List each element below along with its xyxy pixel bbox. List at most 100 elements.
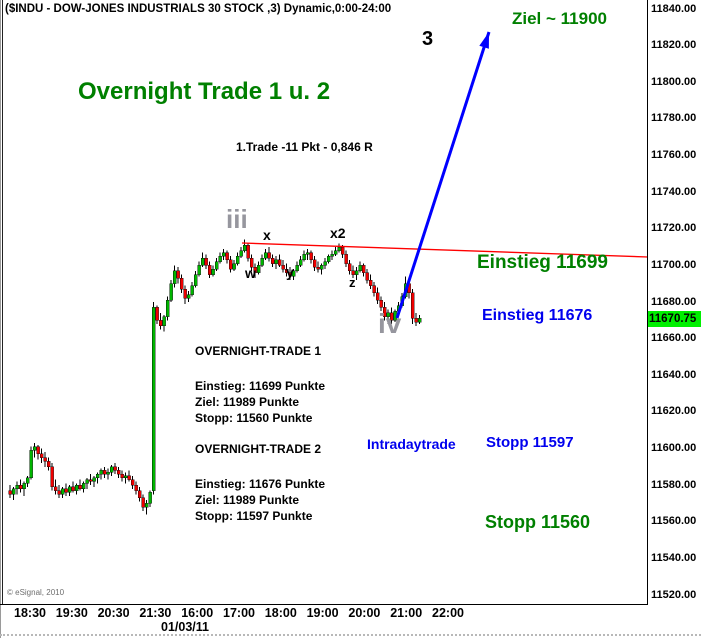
candle [64,483,68,497]
candle [361,263,366,277]
y-axis-tick-label: 11520.00 [651,588,697,601]
candle [200,252,205,268]
candle [92,475,96,487]
y-axis-tick-label: 11540.00 [651,551,697,564]
candle [211,265,215,277]
candle [354,267,359,281]
candle [298,256,303,268]
y-axis-tick-label: 11680.00 [651,295,697,308]
candle [368,274,373,290]
candle [120,470,124,482]
candle [284,263,289,277]
y-axis-line [647,0,648,604]
candle [281,259,285,273]
wave-iii-label: iii [226,204,248,234]
candle [225,250,229,264]
x-axis-tick-label: 17:00 [223,606,255,620]
candle [29,446,33,480]
candle [207,261,212,279]
candle [277,254,282,268]
candle [372,281,376,297]
candle [340,245,345,259]
intradaytrade-label: Intradaytrade [367,436,456,452]
candle [106,468,110,480]
heading-overnight-trade: Overnight Trade 1 u. 2 [78,78,331,105]
candle [291,269,296,281]
einstieg-11699-label: Einstieg 11699 [477,252,608,273]
candle [260,254,264,268]
chart-title: ($INDU - DOW-JONES INDUSTRIALS 30 STOCK … [5,3,392,15]
candle [337,243,341,253]
candle [179,274,184,293]
candle [232,259,236,271]
candle [330,250,334,260]
x-axis-tick-label: 19:00 [306,606,339,620]
candle [197,261,201,277]
candle [25,475,30,487]
candle [67,485,72,497]
wave-w-label: w [245,265,256,281]
y-axis-tick-label: 11580.00 [651,478,697,491]
x-axis-tick-label: 20:00 [348,606,381,620]
trade1-result-label: 1.Trade -11 Pkt - 0,846 R [236,140,373,154]
candle [365,269,369,284]
copyright-label: © eSignal, 2010 [7,588,65,597]
candle [326,254,331,264]
candle [18,479,23,493]
y-axis-tick-label: 11560.00 [651,515,697,528]
candle [39,448,44,464]
x-axis-date-label: 01/03/11 [161,620,209,634]
candle [256,261,261,275]
y-axis-tick-label: 11640.00 [651,368,697,381]
candle [375,287,380,304]
projection-arrow-head [479,32,489,49]
candle [123,472,128,484]
candle [134,481,138,495]
candle [267,247,271,262]
candle [22,481,26,497]
candle [32,443,37,458]
candle [323,258,327,270]
candle [246,243,250,262]
x-axis-tick-label: 16:00 [181,606,214,620]
candle [155,305,159,324]
candle [183,285,187,304]
candle [347,259,352,275]
candle [8,485,12,498]
candle [11,486,16,500]
wave-x2-label: x2 [330,225,346,241]
candle [186,291,191,302]
candle [351,265,355,279]
candle [319,263,324,275]
candle [263,248,268,260]
candle [253,263,257,279]
window-left-border [0,0,1,638]
candle [295,261,299,273]
y-axis-tick-label: 11740.00 [651,185,697,198]
x-axis-tick-label: 21:00 [390,606,423,620]
candle [113,463,117,475]
candle [60,486,65,498]
y-axis-tick-label: 11780.00 [651,112,697,125]
candle [242,239,247,253]
candle [53,479,58,495]
y-axis-tick-label: 11800.00 [651,75,697,88]
candle [190,281,194,297]
candle [302,250,306,262]
x-axis-tick-label: 21:30 [139,606,172,620]
candle [382,302,387,321]
candle [417,314,422,324]
x-axis-tick-label: 22:00 [432,606,464,620]
candle [43,452,47,467]
candle [239,247,243,259]
candle [162,314,166,332]
candle [99,468,103,480]
wave-iv-label: iv [378,308,402,339]
candle [127,470,131,482]
overnight-trade-2-title: OVERNIGHT-TRADE 2 [195,442,322,456]
x-axis-line [0,604,648,605]
candle [71,481,75,493]
candle [305,248,310,260]
